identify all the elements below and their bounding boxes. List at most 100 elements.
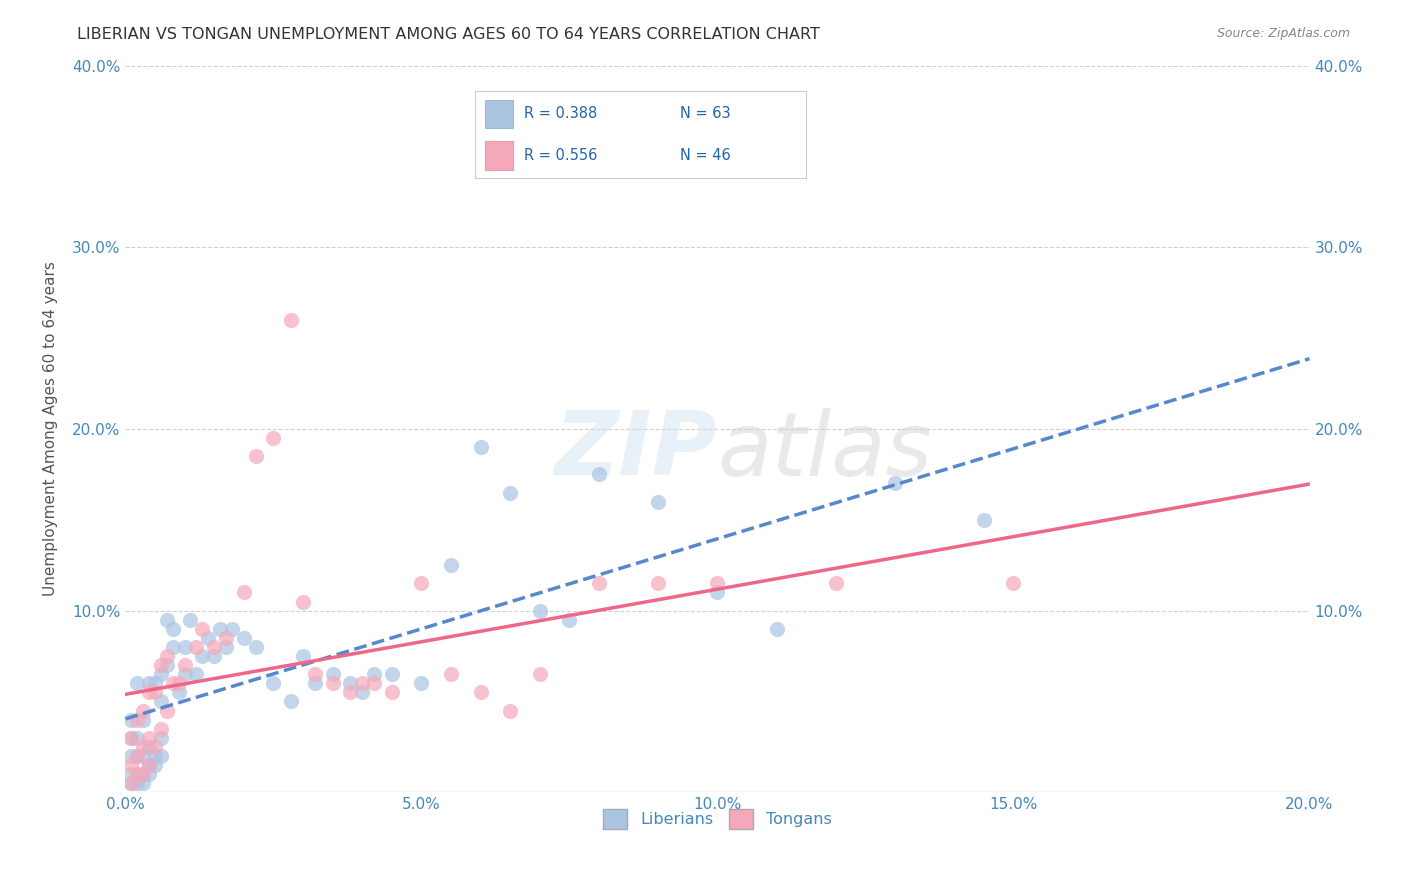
Point [162,676,184,690]
Legend: Liberians, Tongans: Liberians, Tongans [598,803,838,835]
Point [143,676,166,690]
Point [127,776,149,790]
Point [245,640,267,654]
Point [173,658,195,673]
Point [765,622,787,636]
Point [143,739,166,754]
Point [173,640,195,654]
Point [132,704,155,718]
Point [156,658,179,673]
Point [173,667,195,681]
Point [156,704,179,718]
Point [120,731,142,745]
Point [884,476,907,491]
Point [156,613,179,627]
Point [381,667,404,681]
Point [1002,576,1025,591]
Point [143,749,166,764]
Point [706,576,728,591]
Point [156,648,179,663]
Point [186,667,208,681]
Point [149,722,172,736]
Point [381,685,404,699]
Point [120,713,142,727]
Point [162,622,184,636]
Point [138,739,160,754]
Point [127,749,149,764]
Point [215,640,238,654]
Point [127,676,149,690]
Point [138,758,160,772]
Point [120,749,142,764]
Point [440,667,463,681]
Text: ZIP: ZIP [555,408,717,494]
Text: atlas: atlas [717,408,932,494]
Point [262,431,284,445]
Point [363,676,385,690]
Point [120,776,142,790]
Point [558,613,581,627]
Point [470,440,492,454]
Point [232,631,254,645]
Point [167,685,190,699]
Point [824,576,846,591]
Point [179,613,201,627]
Point [352,676,374,690]
Point [352,685,374,699]
Point [322,676,344,690]
Point [209,622,232,636]
Point [280,313,302,327]
Point [322,667,344,681]
Point [138,758,160,772]
Point [132,713,155,727]
Point [232,585,254,599]
Point [221,622,243,636]
Point [138,676,160,690]
Point [127,767,149,781]
Y-axis label: Unemployment Among Ages 60 to 64 years: Unemployment Among Ages 60 to 64 years [44,261,58,597]
Point [202,648,225,663]
Point [149,694,172,708]
Point [339,676,361,690]
Point [127,749,149,764]
Text: LIBERIAN VS TONGAN UNEMPLOYMENT AMONG AGES 60 TO 64 YEARS CORRELATION CHART: LIBERIAN VS TONGAN UNEMPLOYMENT AMONG AG… [77,27,820,42]
Point [132,739,155,754]
Point [132,776,155,790]
Point [291,594,314,608]
Point [120,731,142,745]
Point [280,694,302,708]
Point [127,767,149,781]
Point [973,513,995,527]
Point [167,676,190,690]
Point [529,667,551,681]
Point [143,758,166,772]
Point [262,676,284,690]
Point [440,558,463,573]
Point [529,604,551,618]
Text: Source: ZipAtlas.com: Source: ZipAtlas.com [1216,27,1350,40]
Point [245,449,267,463]
Point [120,758,142,772]
Point [127,731,149,745]
Point [215,631,238,645]
Point [191,648,214,663]
Point [132,767,155,781]
Point [186,640,208,654]
Point [291,648,314,663]
Point [149,731,172,745]
Point [120,776,142,790]
Point [143,685,166,699]
Point [499,704,522,718]
Point [138,685,160,699]
Point [647,576,669,591]
Point [149,667,172,681]
Point [339,685,361,699]
Point [304,667,326,681]
Point [191,622,214,636]
Point [138,731,160,745]
Point [127,713,149,727]
Point [202,640,225,654]
Point [588,576,610,591]
Point [470,685,492,699]
Point [132,749,155,764]
